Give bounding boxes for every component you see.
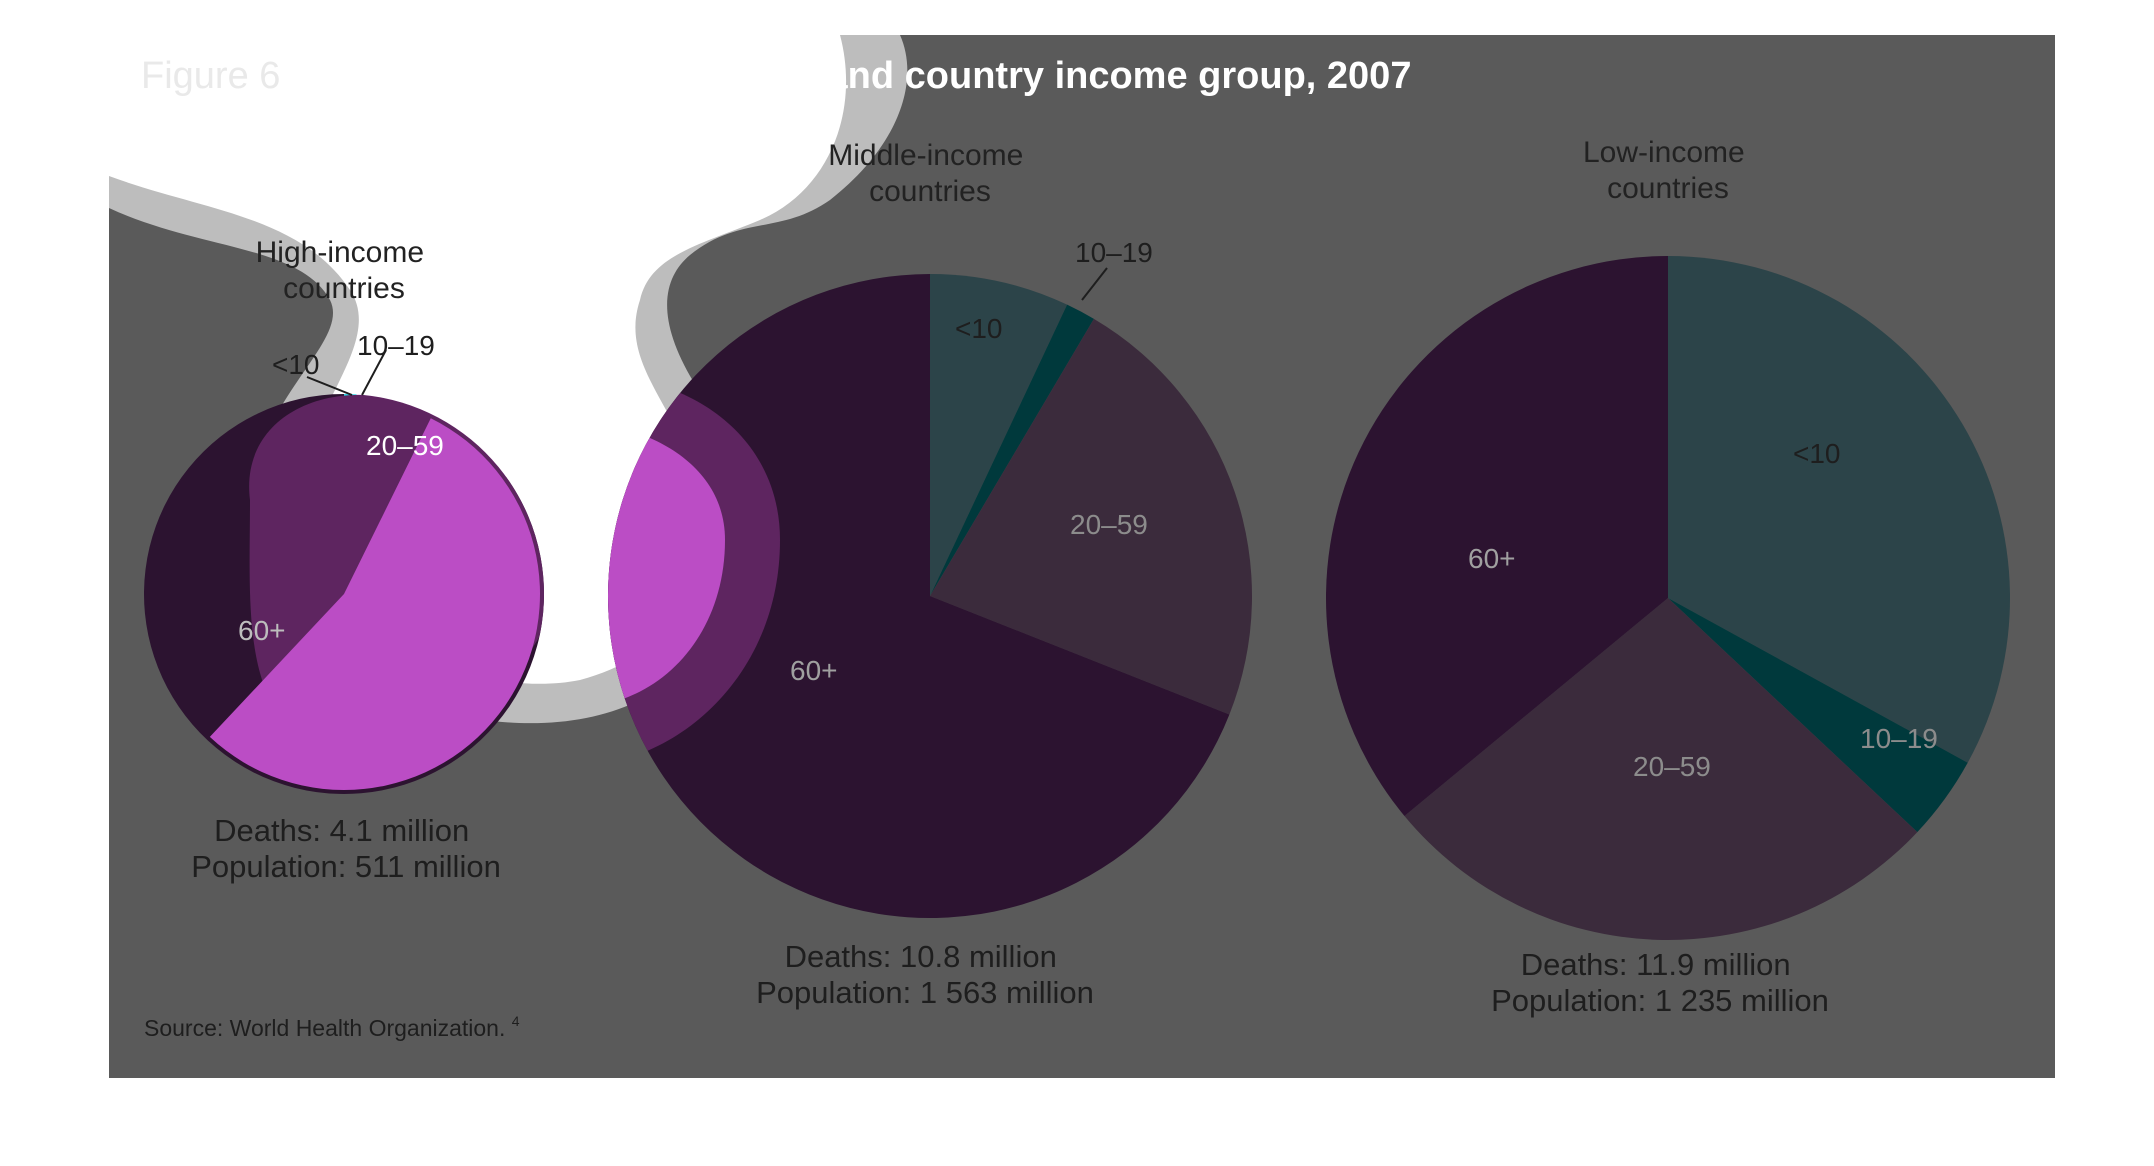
high-label-20-59: 20–59 — [366, 430, 444, 461]
high-slice-labels: <10 10–19 20–59 60+ — [238, 330, 444, 646]
low-income-caption: Deaths: 11.9 million Population: 1 235 m… — [1491, 947, 1829, 1018]
low-slice-60-plus — [1326, 256, 1668, 816]
figure-prefix: Figure 6 — [141, 55, 280, 97]
low-slice-20-59 — [1404, 598, 1918, 940]
low-slice-under10 — [1668, 256, 2011, 763]
middle-income-title: Middle-income countries — [828, 139, 1031, 208]
middle-slice-under10 — [930, 274, 1068, 596]
pie-low-income — [1326, 256, 2011, 940]
mid-magenta-fill — [608, 420, 725, 700]
mid-leader-10-19 — [1081, 267, 1108, 301]
figure-title: Figure 6 Female deaths by age group and … — [141, 55, 1411, 97]
high-leader-under10 — [306, 376, 353, 396]
high-income-title: High-income countries — [256, 236, 433, 305]
high-label-10-19: 10–19 — [357, 330, 435, 361]
figure-title-bold: Female deaths by age group and country i… — [303, 55, 1412, 97]
middle-slice-10-19 — [930, 304, 1094, 596]
low-slice-labels: <10 10–19 20–59 60+ — [1468, 438, 1938, 782]
source-ref: 4 — [512, 1013, 520, 1029]
high-magenta-fill — [209, 418, 540, 790]
middle-slice-20-59 — [930, 318, 1252, 715]
middle-slice-labels: <10 10–19 20–59 60+ — [790, 237, 1153, 686]
high-leader-10-19 — [361, 349, 387, 396]
mid-label-60-plus: 60+ — [790, 655, 838, 686]
mid-label-10-19: 10–19 — [1075, 237, 1153, 268]
high-label-under10: <10 — [272, 349, 320, 380]
mid-label-under10: <10 — [955, 313, 1003, 344]
high-label-60-plus: 60+ — [238, 615, 286, 646]
low-income-title: Low-income countries — [1583, 136, 1753, 205]
low-label-10-19: 10–19 — [1860, 723, 1938, 754]
high-income-caption: Deaths: 4.1 million Population: 511 mill… — [191, 813, 501, 884]
low-label-60-plus: 60+ — [1468, 543, 1516, 574]
middle-slice-60-plus — [608, 274, 1230, 918]
low-slice-10-19 — [1668, 598, 1968, 833]
low-label-20-59: 20–59 — [1633, 751, 1711, 782]
mid-label-20-59: 20–59 — [1070, 509, 1148, 540]
middle-income-caption: Deaths: 10.8 million Population: 1 563 m… — [756, 939, 1094, 1010]
source-text: Source: World Health Organization. — [144, 1015, 505, 1041]
pie-middle-income — [608, 274, 1252, 918]
source-note: Source: World Health Organization. 4 — [144, 1013, 520, 1041]
low-label-under10: <10 — [1793, 438, 1841, 469]
